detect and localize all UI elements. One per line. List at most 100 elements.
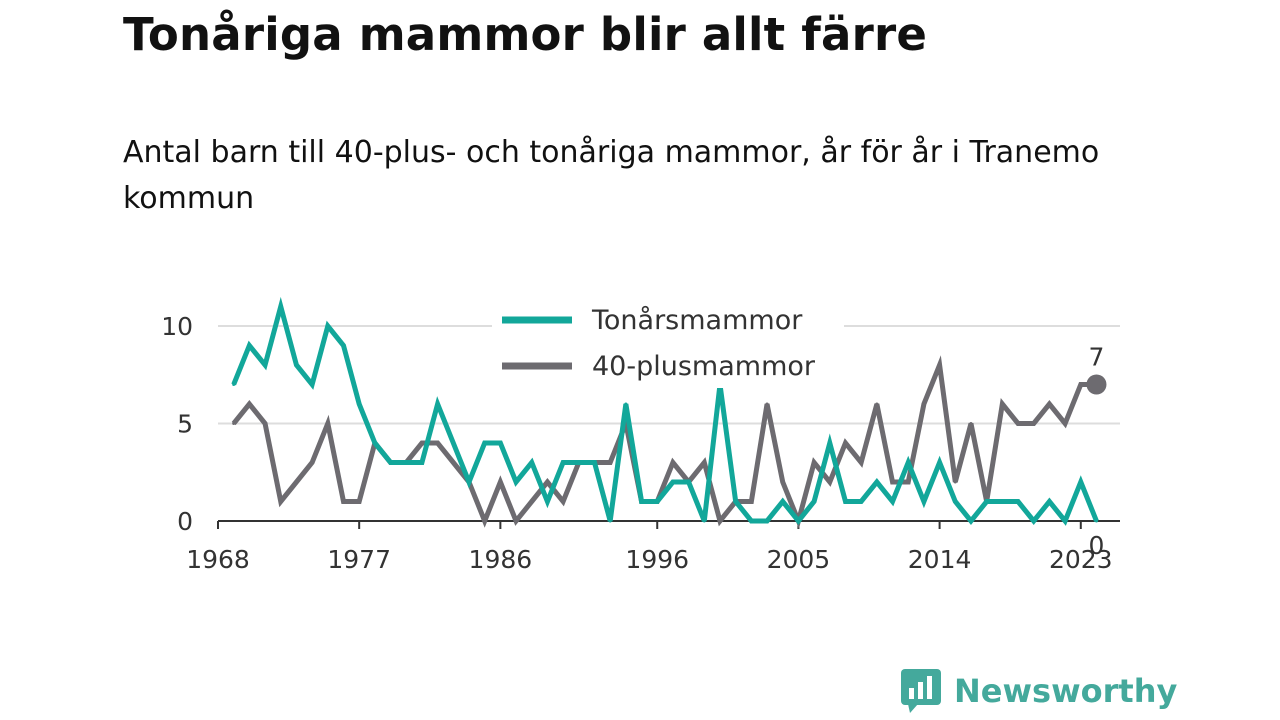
data-point — [702, 461, 706, 464]
y-tick-label: 5 — [177, 410, 193, 439]
data-point — [341, 344, 345, 347]
x-tick-label: 1996 — [625, 545, 689, 574]
data-point — [985, 500, 989, 503]
data-point — [749, 500, 753, 503]
data-point — [263, 363, 267, 367]
data-point — [1016, 422, 1020, 425]
data-point — [341, 500, 345, 503]
data-point — [310, 383, 314, 386]
data-point — [1047, 500, 1051, 503]
data-point — [1079, 383, 1083, 386]
data-point — [671, 480, 675, 484]
data-point — [1016, 500, 1020, 503]
data-point — [828, 480, 832, 484]
brand-name: Newsworthy — [954, 672, 1178, 710]
newsworthy-brand: Newsworthy — [900, 668, 1177, 714]
series-teen — [231, 296, 1099, 526]
data-point — [953, 500, 957, 503]
data-point — [545, 500, 549, 503]
data-point — [655, 500, 659, 503]
data-point — [796, 519, 800, 523]
data-point — [232, 383, 236, 386]
x-tick-label: 2023 — [1049, 545, 1113, 574]
data-point — [279, 500, 283, 503]
data-point — [765, 519, 769, 523]
data-point — [389, 461, 393, 464]
end-label-teen: 0 — [1089, 531, 1105, 560]
data-point — [891, 480, 895, 484]
data-point — [247, 344, 251, 347]
data-point — [483, 519, 487, 523]
data-point — [451, 441, 455, 445]
data-point — [357, 402, 361, 406]
data-point — [891, 500, 895, 503]
legend-label-teen: Tonårsmammor — [591, 305, 803, 336]
data-point — [561, 500, 565, 503]
data-point — [812, 461, 816, 464]
data-point — [969, 422, 973, 425]
data-point — [514, 480, 518, 484]
data-point — [922, 500, 926, 503]
data-point — [420, 461, 424, 464]
bar-chart-speech-bubble-icon — [901, 669, 941, 713]
data-point — [1000, 500, 1004, 503]
data-point — [875, 402, 879, 406]
data-point — [451, 461, 455, 464]
data-point — [608, 461, 612, 464]
data-point — [734, 500, 738, 503]
data-point — [1063, 422, 1067, 425]
data-point — [953, 480, 957, 484]
data-point — [859, 461, 863, 464]
data-point — [436, 441, 440, 445]
data-point — [624, 402, 628, 406]
data-point — [420, 441, 424, 445]
data-point — [749, 519, 753, 523]
data-point — [357, 500, 361, 503]
data-point — [922, 402, 926, 406]
data-point — [436, 402, 440, 406]
data-point — [859, 500, 863, 503]
data-point — [1079, 480, 1083, 484]
x-tick-label: 1977 — [327, 545, 391, 574]
data-point — [781, 500, 785, 503]
x-tick-label: 1968 — [186, 545, 250, 574]
data-point — [514, 519, 518, 523]
data-point — [828, 441, 832, 445]
data-point — [545, 480, 549, 484]
data-point — [938, 363, 942, 367]
legend-label-plus40: 40-plusmammor — [592, 351, 816, 382]
data-point — [718, 519, 722, 523]
legend: Tonårsmammor 40-plusmammor — [492, 296, 844, 388]
data-point — [530, 500, 534, 503]
data-point — [326, 422, 330, 425]
chart-title: Tonåriga mammor blir allt färre — [123, 8, 928, 61]
data-point — [969, 519, 973, 523]
data-point — [232, 422, 236, 425]
data-point — [498, 480, 502, 484]
data-point — [279, 305, 283, 308]
data-point — [687, 480, 691, 484]
data-point — [843, 500, 847, 503]
data-point — [906, 480, 910, 484]
data-point — [577, 461, 581, 464]
data-point — [483, 441, 487, 445]
series-line — [231, 355, 1097, 529]
data-point — [812, 500, 816, 503]
data-point — [640, 500, 644, 503]
legend-background — [492, 296, 844, 388]
data-point — [671, 461, 675, 464]
data-point — [1032, 519, 1036, 523]
data-point — [247, 402, 251, 406]
end-marker-40-plus — [1086, 374, 1107, 395]
data-point — [404, 461, 408, 464]
data-point — [875, 480, 879, 484]
end-label-40-plus: 7 — [1089, 343, 1105, 372]
chart-subtitle: Antal barn till 40-plus- och tonåriga ma… — [123, 135, 1100, 216]
data-point — [530, 461, 534, 464]
data-point — [1032, 422, 1036, 425]
y-tick-label: 10 — [161, 312, 193, 341]
data-point — [263, 422, 267, 425]
data-point — [1047, 402, 1051, 406]
data-point — [326, 324, 330, 328]
